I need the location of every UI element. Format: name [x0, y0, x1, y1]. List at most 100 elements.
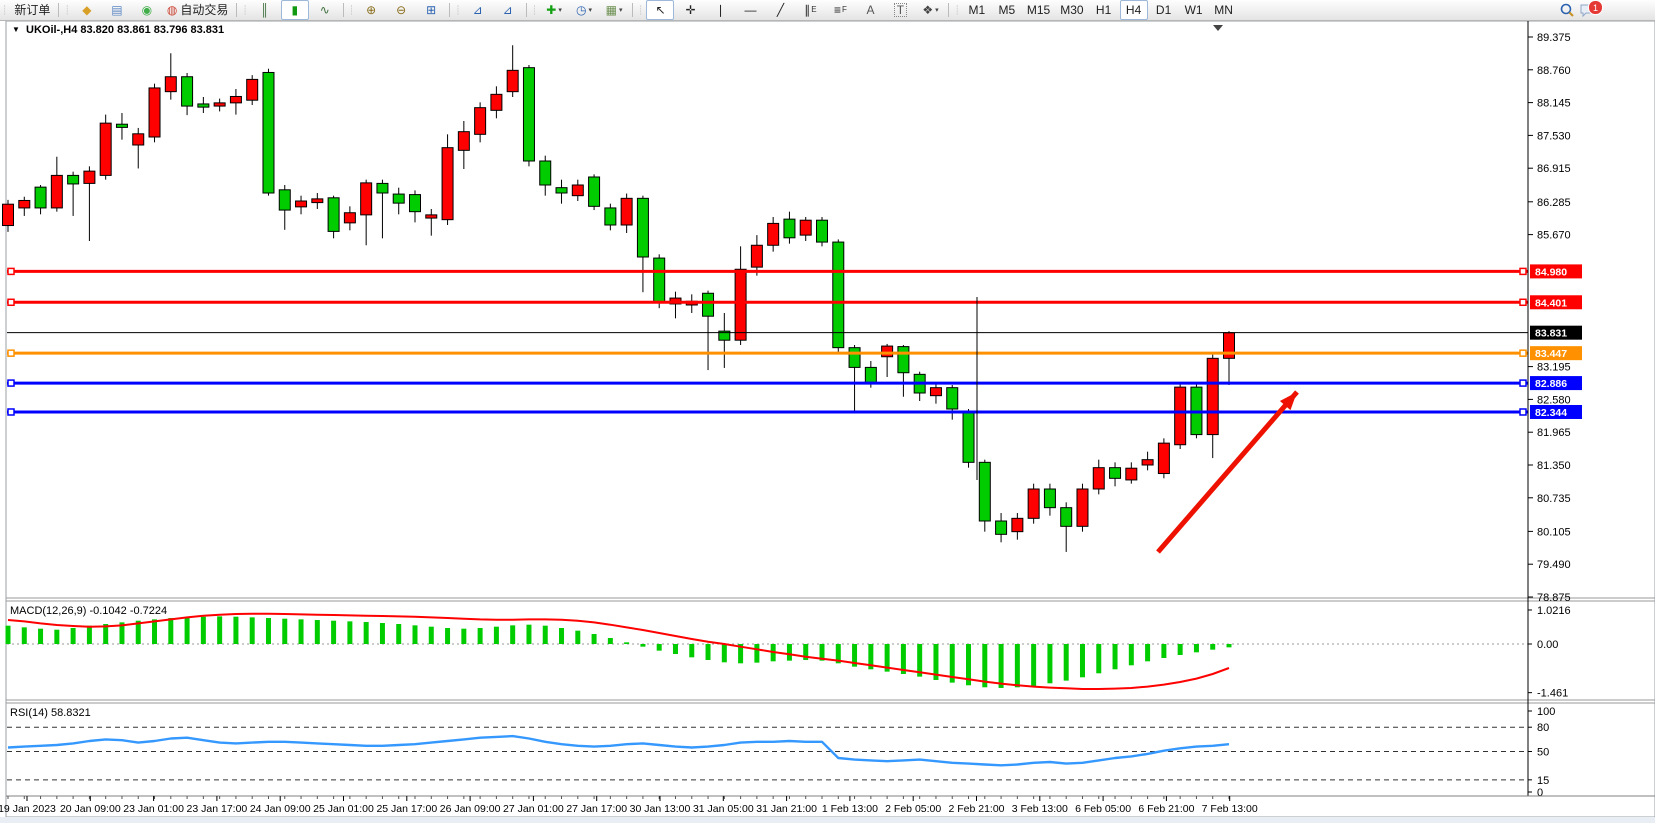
line-handle[interactable] — [1519, 298, 1527, 307]
timeframe-h4-button[interactable]: H4 — [1119, 0, 1148, 20]
bull-candle — [1157, 442, 1170, 475]
vline-tool-icon[interactable]: ❘ — [706, 0, 734, 20]
bull-candle — [474, 107, 487, 135]
macd-histogram-bar — [1210, 644, 1216, 650]
price-tick-label: 89.375 — [1537, 32, 1571, 44]
crosshair-tool-icon[interactable]: ✛ — [676, 0, 704, 20]
macd-histogram-bar — [607, 638, 613, 644]
hline-tool-icon[interactable]: ― — [736, 0, 764, 20]
macd-histogram-bar — [591, 634, 597, 644]
line-handle[interactable] — [7, 349, 15, 357]
timeframe-m15-button[interactable]: M15 — [1023, 0, 1054, 20]
macd-histogram-bar — [347, 621, 353, 644]
toolbar-separator — [342, 3, 344, 17]
macd-pane[interactable]: 1.0216 0.00 -1.461 — [5, 605, 1571, 700]
timeframe-m5-button[interactable]: M5 — [993, 0, 1021, 20]
macd-histogram-bar — [1145, 644, 1151, 662]
time-label: 6 Feb 05:00 — [1075, 803, 1131, 815]
window-bottom-strip — [0, 817, 1655, 823]
line-handle[interactable] — [1519, 267, 1527, 276]
template-icon[interactable]: ▦ ▾ — [600, 0, 628, 20]
text-tool-icon[interactable]: A — [856, 0, 884, 20]
line-handle[interactable] — [7, 379, 15, 387]
bull-candle — [83, 170, 96, 184]
toolbar-grip: ┊ — [638, 4, 644, 15]
rsi-axis-label: 50 — [1537, 747, 1549, 759]
macd-histogram-bar — [396, 624, 402, 644]
toolbar-grip: ┊ — [531, 4, 538, 15]
timeframe-m1-button[interactable]: M1 — [963, 0, 991, 20]
line-handle[interactable] — [7, 408, 15, 416]
timeframe-d1-button[interactable]: D1 — [1150, 0, 1178, 20]
macd-histogram-bar — [233, 616, 239, 644]
line-chart-icon[interactable]: ∿ — [311, 0, 339, 20]
price-tag — [1530, 376, 1582, 391]
line-handle[interactable] — [7, 298, 15, 307]
time-label: 27 Jan 01:00 — [503, 803, 564, 815]
dropdown-caret-icon[interactable]: ▾ — [618, 6, 623, 14]
search-icon[interactable] — [1557, 1, 1577, 19]
toolbar-grip: ┊ — [954, 4, 960, 15]
price-axis[interactable]: 89.375 88.760 88.145 87.530 86.915 86.285 85.6… — [1527, 21, 1582, 796]
label-tool-icon[interactable]: T — [886, 0, 914, 20]
rsi-pane[interactable]: 100 80 50 150 — [7, 706, 1555, 799]
chat-icon[interactable]: 1 — [1577, 0, 1603, 19]
timeframe-mn-button[interactable]: MN — [1210, 0, 1238, 20]
fibonacci-tool-icon[interactable]: ≡ F — [834, 3, 847, 17]
indicator-window-2-icon[interactable]: ⊿ — [494, 0, 522, 20]
auto-trading-button[interactable]: ◍ 自动交易 — [163, 0, 233, 20]
bull-candle — [50, 174, 63, 209]
timeframe-m30-button[interactable]: M30 — [1056, 0, 1087, 20]
line-handle[interactable] — [1519, 379, 1527, 387]
macd-histogram-bar — [559, 628, 565, 644]
line-handle[interactable] — [1519, 408, 1527, 416]
toolbar-separator — [948, 3, 950, 17]
line-handle[interactable] — [7, 267, 15, 276]
indicator-window-icon[interactable]: ⊿ — [464, 0, 492, 20]
line-chart-icon: ∿ — [319, 3, 330, 17]
dropdown-caret-icon[interactable]: ▾ — [558, 6, 562, 14]
dropdown-caret-icon[interactable]: ▾ — [588, 6, 593, 14]
dropdown-caret-icon[interactable]: ▾ — [935, 6, 939, 14]
signal-icon[interactable]: ◉ — [133, 0, 161, 20]
symbol-dropdown-icon[interactable]: ▼ — [12, 25, 20, 34]
bear-candle — [604, 207, 617, 226]
chart-shift-marker[interactable] — [1213, 25, 1223, 31]
timeframe-w1-button[interactable]: W1 — [1180, 0, 1208, 20]
bear-candle — [115, 123, 128, 128]
macd-histogram-bar — [705, 644, 711, 660]
trend-arrow-head[interactable] — [1279, 392, 1297, 411]
add-indicator-icon[interactable]: ✚ ▾ — [540, 0, 568, 20]
new-order-button[interactable]: 新订单 — [10, 0, 54, 20]
chart-file-icon[interactable]: ◆ — [73, 0, 101, 20]
bull-candle — [1076, 488, 1089, 527]
macd-histogram-bar — [428, 626, 434, 644]
trend-arrow-shaft[interactable] — [1156, 390, 1299, 554]
shapes-tool-icon[interactable]: ❖ ▾ — [916, 0, 944, 20]
zoom-in-icon[interactable]: ⊕ — [357, 0, 385, 20]
bear-candle — [816, 219, 828, 243]
annotations-layer[interactable] — [976, 25, 1299, 554]
zoom-out-icon[interactable]: ⊖ — [387, 0, 415, 20]
period-icon: ◷ — [576, 3, 587, 17]
line-handle[interactable] — [1519, 349, 1527, 357]
profile-icon[interactable]: ▤ — [103, 0, 131, 20]
period-icon[interactable]: ◷ ▾ — [570, 0, 598, 20]
ohlc-bars-icon[interactable]: ║ — [251, 0, 279, 20]
tile-windows-icon[interactable]: ⊞ — [417, 0, 445, 20]
rsi-line — [7, 734, 1230, 767]
cursor-tool-icon[interactable]: ↖ — [646, 0, 675, 20]
channel-tool-icon[interactable]: ∥ E — [804, 3, 817, 17]
time-label: 26 Jan 09:00 — [440, 803, 501, 815]
candlestick-icon[interactable]: ▮ — [280, 0, 309, 20]
bull-candle — [799, 219, 812, 236]
trendline-tool-icon[interactable]: ╱ — [766, 0, 794, 20]
zoom-in-icon: ⊕ — [366, 3, 377, 17]
time-axis[interactable]: 19 Jan 2023 20 Jan 09:00 23 Jan 01:00 23 Ja… — [0, 795, 1655, 815]
notification-badge[interactable]: 1 — [1588, 0, 1603, 15]
timeframe-h1-button[interactable]: H1 — [1090, 0, 1118, 20]
macd-histogram-bar — [54, 629, 60, 644]
auto-trading-button: ◍ — [166, 3, 178, 17]
main-price-pane[interactable] — [0, 20, 1655, 823]
